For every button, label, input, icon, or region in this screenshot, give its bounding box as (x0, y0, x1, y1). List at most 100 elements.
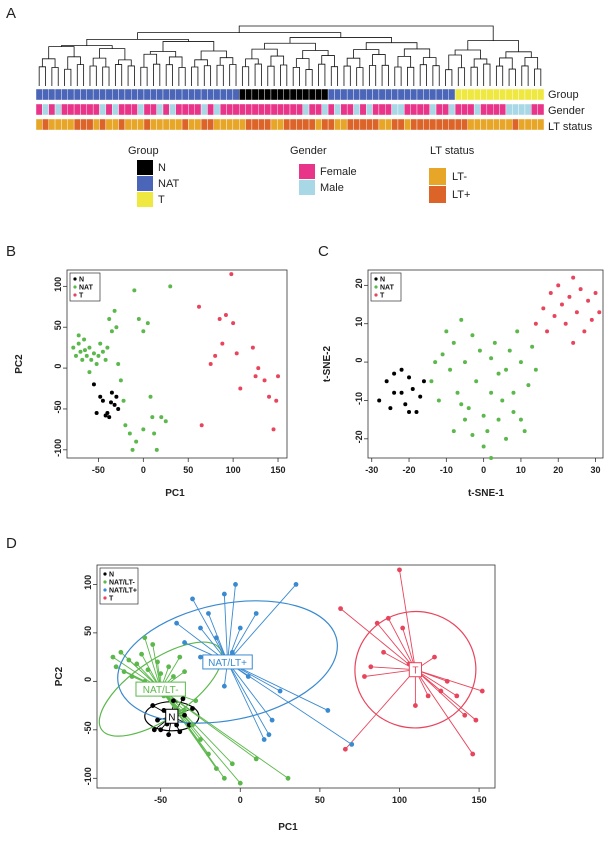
centroid-label: NAT/LT- (143, 685, 179, 696)
data-point-t (586, 298, 591, 303)
data-point-nat (76, 333, 81, 338)
heat-cell-group (416, 88, 424, 101)
data-point-natlt (129, 674, 135, 679)
heat-cell-lt (42, 118, 49, 131)
heat-cell-gender (366, 103, 373, 116)
heat-cell-group (245, 88, 253, 101)
data-point-nat (459, 317, 464, 322)
data-point-natlt (221, 591, 227, 597)
data-point-natlt (113, 664, 119, 670)
centroid-spoke (160, 688, 289, 779)
heat-cell-group (169, 88, 176, 101)
heat-cell-lt (80, 118, 87, 131)
dendrogram-branch (118, 59, 132, 66)
data-point-natlt (253, 756, 259, 762)
legend-marker (374, 293, 378, 297)
legend-marker (73, 277, 77, 281)
data-point-n (414, 409, 419, 414)
data-point-nat (485, 429, 490, 434)
heat-cell-group (442, 88, 449, 101)
x-axis-label: PC1 (278, 822, 298, 833)
heat-cell-group (391, 88, 399, 101)
centroid-spoke (364, 669, 416, 677)
data-point-nat (145, 321, 150, 326)
data-point-nat (436, 398, 441, 403)
heat-cell-gender (499, 103, 507, 116)
heat-cell-gender (194, 103, 202, 116)
dendrogram-branch (372, 54, 386, 66)
centroid-spoke (192, 598, 228, 663)
data-point-t (444, 678, 450, 684)
heat-cell-lt (442, 118, 449, 131)
heat-cell-group (162, 88, 170, 101)
heat-cell-group (448, 88, 456, 101)
heat-cell-group (67, 88, 75, 101)
data-point-t (413, 703, 418, 708)
heat-cell-group (366, 88, 373, 101)
data-point-nat (87, 345, 92, 350)
heat-cell-lt (454, 118, 462, 131)
heat-cell-gender (175, 103, 183, 116)
centroid-box (135, 681, 186, 697)
heat-cell-lt (169, 118, 176, 131)
centroid-spoke (227, 661, 273, 721)
heat-cell-group (410, 88, 418, 101)
heat-cell-gender (346, 103, 354, 116)
centroid-spoke (399, 569, 416, 670)
dendrogram-branch (495, 65, 504, 86)
heat-cell-lt (493, 118, 500, 131)
heat-cell-gender (277, 103, 284, 116)
dendrogram-branch (149, 51, 177, 57)
heat-cell-lt (188, 118, 195, 131)
dendrogram-branch (505, 51, 532, 58)
dendrogram-branch (99, 48, 126, 60)
x-tick-label: 150 (271, 465, 286, 475)
data-point-t (400, 625, 406, 631)
dendrogram-branch (305, 69, 313, 86)
heat-cell-group (486, 88, 494, 101)
legend-entry: T (79, 293, 84, 300)
heat-cell-lt (448, 118, 456, 131)
legend-entry: T (109, 596, 114, 603)
data-point-t (199, 423, 204, 428)
data-point-nat (112, 308, 117, 313)
heat-cell-group (315, 88, 322, 101)
data-point-nat (118, 378, 123, 383)
y-tick-label: -50 (83, 721, 93, 734)
dendrogram-branch (318, 63, 326, 86)
heat-cell-group (232, 88, 240, 101)
centroid-box (202, 654, 253, 670)
heat-cell-group (194, 88, 202, 101)
heat-cell-gender (232, 103, 240, 116)
heat-cell-group (359, 88, 367, 101)
heat-cell-gender (467, 103, 475, 116)
data-point-nat (134, 439, 139, 444)
dendrogram-branch (229, 64, 237, 86)
centroid-spoke (227, 661, 265, 740)
heat-cell-group (346, 88, 354, 101)
x-tick-label: 0 (141, 465, 146, 475)
heat-cell-gender (156, 103, 164, 116)
heat-cell-lt (277, 118, 284, 131)
data-point-natlt (198, 625, 203, 631)
data-point-natlt (177, 654, 183, 660)
data-point-nat (150, 415, 155, 420)
heat-cell-group (258, 88, 265, 101)
heat-cell-gender (473, 103, 481, 116)
heat-cell-gender (505, 103, 513, 116)
heat-cell-group (308, 88, 316, 101)
data-point-t (250, 345, 255, 350)
heat-cell-group (531, 88, 538, 101)
data-point-t (342, 746, 348, 752)
data-point-nat (148, 394, 153, 399)
dendrogram-branch (67, 56, 81, 70)
heat-cell-lt (283, 118, 291, 131)
heat-cell-group (537, 88, 545, 101)
data-point-natlt (349, 741, 355, 747)
heat-cell-lt (150, 118, 157, 131)
gender-key-female: Female (320, 166, 357, 178)
data-point-nat (455, 390, 460, 395)
data-point-n (418, 394, 423, 399)
heat-cell-group (429, 88, 437, 101)
heat-cell-lt (410, 118, 418, 131)
